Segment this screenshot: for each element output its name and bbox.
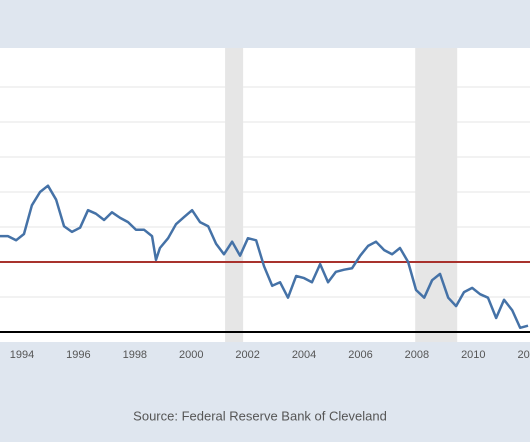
series-line [0,184,529,330]
x-tick-label: 1998 [123,349,147,361]
x-tick-label: 1994 [10,349,34,361]
recession-band [225,48,244,342]
x-tick-label: 1996 [66,349,90,361]
x-tick-label: 2008 [405,349,429,361]
x-tick-label: 2004 [292,349,316,361]
x-tick-label: 2006 [348,349,372,361]
recession-band [415,48,458,342]
x-tick-label: 2010 [461,349,485,361]
x-tick-label: 2002 [235,349,259,361]
x-tick-label: 2012 [517,349,530,361]
x-tick-label: 2000 [179,349,203,361]
source: Source: Federal Reserve Bank of Clevelan… [133,408,387,423]
